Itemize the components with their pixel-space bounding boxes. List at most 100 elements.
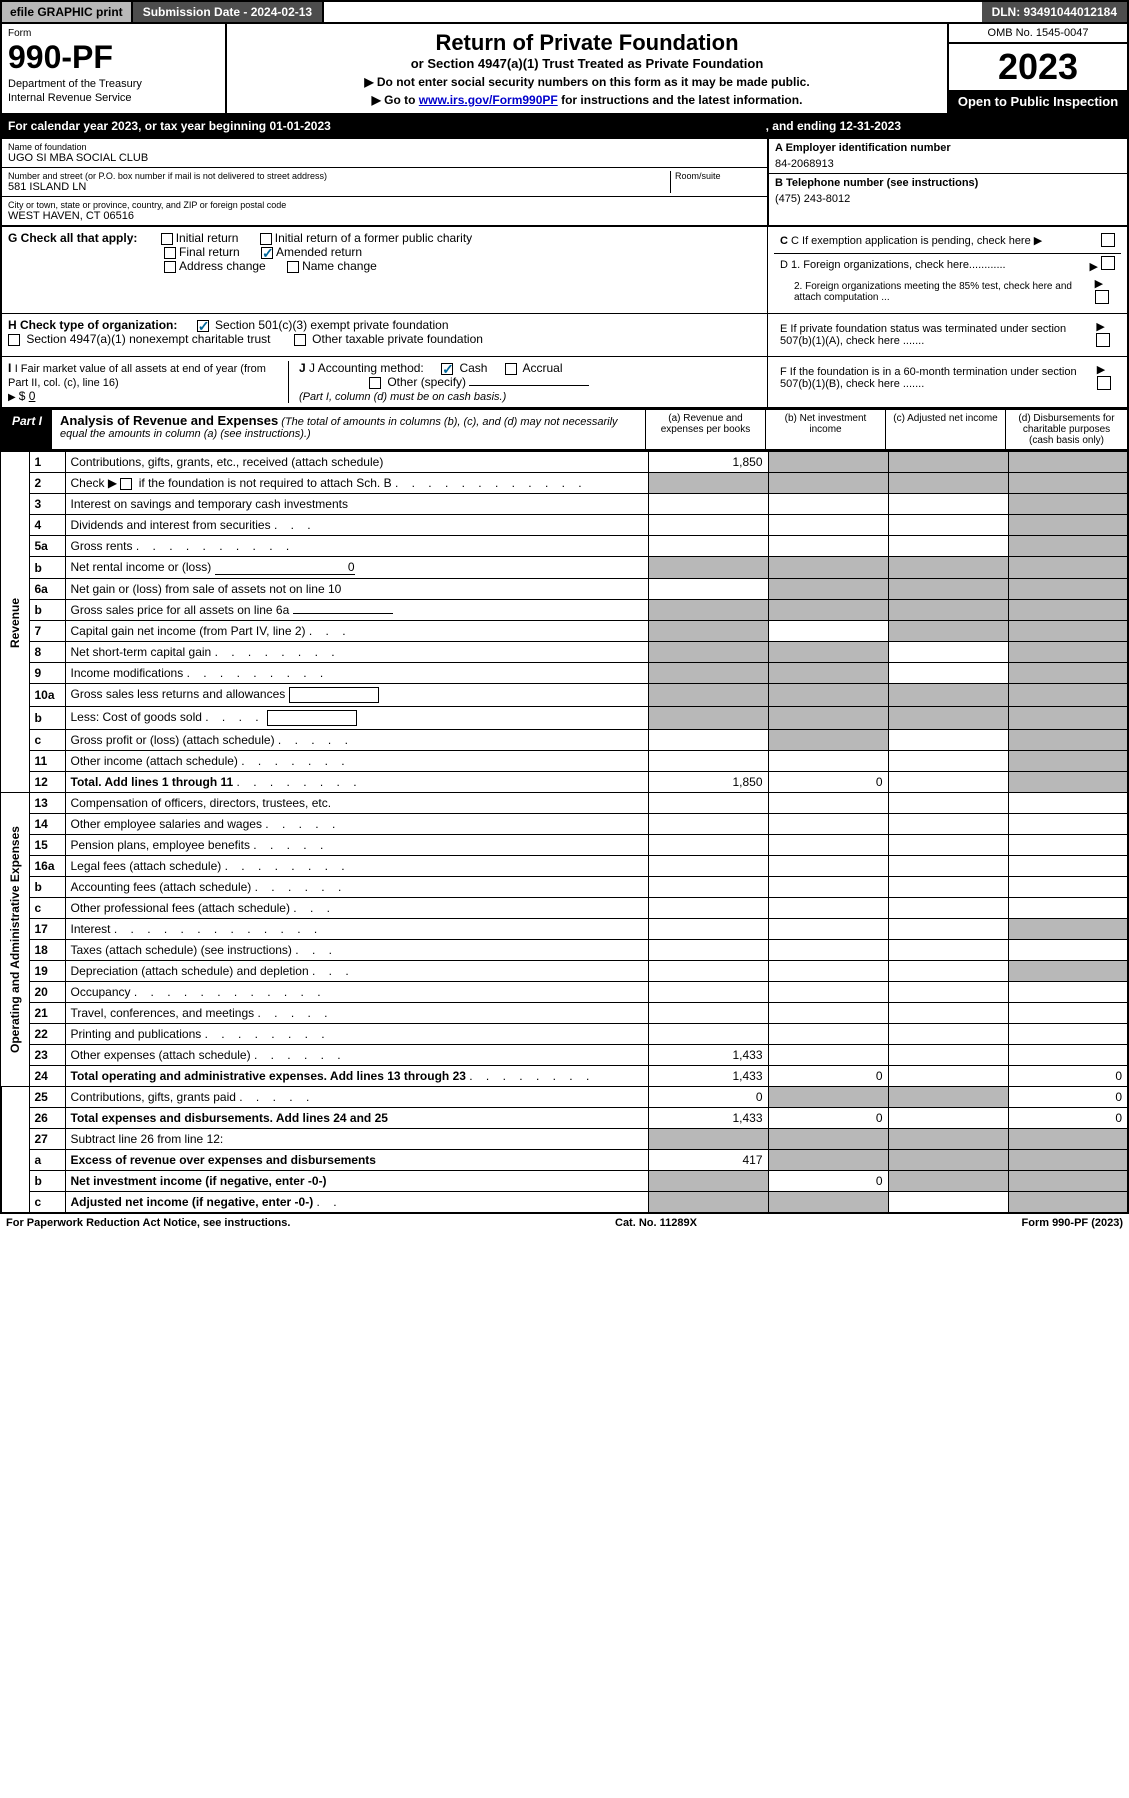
submission-date: Submission Date - 2024-02-13 — [133, 2, 324, 22]
instr-1: ▶ Do not enter social security numbers o… — [237, 75, 937, 89]
d1-label: D 1. Foreign organizations, check here..… — [780, 259, 1006, 271]
phone: (475) 243-8012 — [775, 193, 1121, 205]
ein: 84-2068913 — [775, 158, 1121, 170]
cb-sch-b[interactable] — [120, 478, 132, 490]
c-label: C C If exemption application is pending,… — [780, 234, 1042, 247]
irs-link[interactable]: www.irs.gov/Form990PF — [419, 93, 558, 107]
line14-desc: Other employee salaries and wages . . . … — [65, 814, 648, 835]
room-label: Room/suite — [675, 171, 761, 181]
line6a-desc: Net gain or (loss) from sale of assets n… — [65, 579, 648, 600]
cb-initial-former[interactable] — [260, 233, 272, 245]
line22-desc: Printing and publications . . . . . . . … — [65, 1024, 648, 1045]
line27b-b: 0 — [768, 1171, 888, 1192]
cb-other-taxable[interactable] — [294, 334, 306, 346]
line27b-desc: Net investment income (if negative, ente… — [65, 1171, 648, 1192]
line23-a: 1,433 — [648, 1045, 768, 1066]
line24-b: 0 — [768, 1066, 888, 1087]
cb-e[interactable] — [1096, 333, 1110, 347]
line26-d: 0 — [1008, 1108, 1128, 1129]
cb-initial-return[interactable] — [161, 233, 173, 245]
line5a-desc: Gross rents . . . . . . . . . . — [65, 536, 648, 557]
cb-amended-return[interactable] — [261, 247, 273, 259]
line12-b: 0 — [768, 772, 888, 793]
line10a-desc: Gross sales less returns and allowances — [65, 684, 648, 707]
instr-2: ▶ Go to www.irs.gov/Form990PF for instru… — [237, 93, 937, 107]
cb-final-return[interactable] — [164, 247, 176, 259]
e-label: E If private foundation status was termi… — [780, 323, 1096, 347]
line17-desc: Interest . . . . . . . . . . . . . — [65, 919, 648, 940]
line8-desc: Net short-term capital gain . . . . . . … — [65, 642, 648, 663]
cb-c[interactable] — [1101, 233, 1115, 247]
cb-name-change[interactable] — [287, 261, 299, 273]
expenses-side-label: Operating and Administrative Expenses — [1, 793, 29, 1087]
top-bar: efile GRAPHIC print Submission Date - 20… — [0, 0, 1129, 24]
footer-left: For Paperwork Reduction Act Notice, see … — [6, 1217, 290, 1229]
line20-desc: Occupancy . . . . . . . . . . . . — [65, 982, 648, 1003]
form-title-box: Return of Private Foundation or Section … — [227, 24, 947, 113]
open-public: Open to Public Inspection — [949, 90, 1127, 113]
line11-desc: Other income (attach schedule) . . . . .… — [65, 751, 648, 772]
line25-desc: Contributions, gifts, grants paid . . . … — [65, 1087, 648, 1108]
calendar-begin: For calendar year 2023, or tax year begi… — [8, 119, 331, 133]
line1-desc: Contributions, gifts, grants, etc., rece… — [65, 452, 648, 473]
h-check-row: H Check type of organization: Section 50… — [2, 314, 767, 356]
line7-desc: Capital gain net income (from Part IV, l… — [65, 621, 648, 642]
cb-address-change[interactable] — [164, 261, 176, 273]
cb-accrual[interactable] — [505, 363, 517, 375]
line6b-desc: Gross sales price for all assets on line… — [65, 600, 648, 621]
line15-desc: Pension plans, employee benefits . . . .… — [65, 835, 648, 856]
col-c-header: (c) Adjusted net income — [885, 410, 1005, 449]
irs: Internal Revenue Service — [8, 92, 219, 104]
line5b-desc: Net rental income or (loss) 0 — [65, 557, 648, 579]
line25-a: 0 — [648, 1087, 768, 1108]
form-label: Form — [8, 28, 219, 39]
cb-cash[interactable] — [441, 363, 453, 375]
efile-print-button[interactable]: efile GRAPHIC print — [2, 2, 133, 22]
line25-d: 0 — [1008, 1087, 1128, 1108]
line10b-desc: Less: Cost of goods sold . . . . — [65, 707, 648, 730]
form-title: Return of Private Foundation — [237, 30, 937, 56]
fmv-value: 0 — [29, 389, 36, 403]
line12-a: 1,850 — [648, 772, 768, 793]
cb-d2[interactable] — [1095, 290, 1109, 304]
page-footer: For Paperwork Reduction Act Notice, see … — [0, 1214, 1129, 1232]
calendar-end: , and ending 12-31-2023 — [766, 119, 901, 133]
ein-row: A Employer identification number 84-2068… — [769, 139, 1127, 174]
line27c-desc: Adjusted net income (if negative, enter … — [65, 1192, 648, 1214]
form-id-box: Form 990-PF Department of the Treasury I… — [2, 24, 227, 113]
cb-other-method[interactable] — [369, 377, 381, 389]
line27a-a: 417 — [648, 1150, 768, 1171]
line18-desc: Taxes (attach schedule) (see instruction… — [65, 940, 648, 961]
line24-a: 1,433 — [648, 1066, 768, 1087]
part1-title: Analysis of Revenue and Expenses (The to… — [52, 410, 645, 449]
line2-desc: Check ▶ if the foundation is not require… — [65, 473, 648, 494]
footer-right: Form 990-PF (2023) — [1022, 1217, 1124, 1229]
line3-desc: Interest on savings and temporary cash i… — [65, 494, 648, 515]
revenue-side-label: Revenue — [1, 452, 29, 793]
line9-desc: Income modifications . . . . . . . . . — [65, 663, 648, 684]
cb-4947[interactable] — [8, 334, 20, 346]
part1-badge: Part I — [2, 410, 52, 449]
ij-row: I I Fair market value of all assets at e… — [2, 357, 767, 407]
foundation-name: UGO SI MBA SOCIAL CLUB — [8, 152, 761, 164]
line19-desc: Depreciation (attach schedule) and deple… — [65, 961, 648, 982]
cb-d1[interactable] — [1101, 256, 1115, 270]
line21-desc: Travel, conferences, and meetings . . . … — [65, 1003, 648, 1024]
line10c-desc: Gross profit or (loss) (attach schedule)… — [65, 730, 648, 751]
line16a-desc: Legal fees (attach schedule) . . . . . .… — [65, 856, 648, 877]
dln: DLN: 93491044012184 — [982, 2, 1127, 22]
omb-number: OMB No. 1545-0047 — [949, 24, 1127, 44]
d2-label: 2. Foreign organizations meeting the 85%… — [780, 281, 1095, 303]
line4-desc: Dividends and interest from securities .… — [65, 515, 648, 536]
col-b-header: (b) Net investment income — [765, 410, 885, 449]
city-state-zip: WEST HAVEN, CT 06516 — [8, 210, 761, 222]
entity-info: Name of foundation UGO SI MBA SOCIAL CLU… — [0, 139, 1129, 227]
g-check-row: G Check all that apply: Initial return I… — [2, 227, 767, 313]
form-number: 990-PF — [8, 39, 219, 76]
cb-f[interactable] — [1097, 376, 1111, 390]
cb-501c3[interactable] — [197, 320, 209, 332]
line26-desc: Total expenses and disbursements. Add li… — [65, 1108, 648, 1129]
line27a-desc: Excess of revenue over expenses and disb… — [65, 1150, 648, 1171]
f-label: F If the foundation is in a 60-month ter… — [780, 366, 1097, 390]
city-row: City or town, state or province, country… — [2, 197, 767, 225]
